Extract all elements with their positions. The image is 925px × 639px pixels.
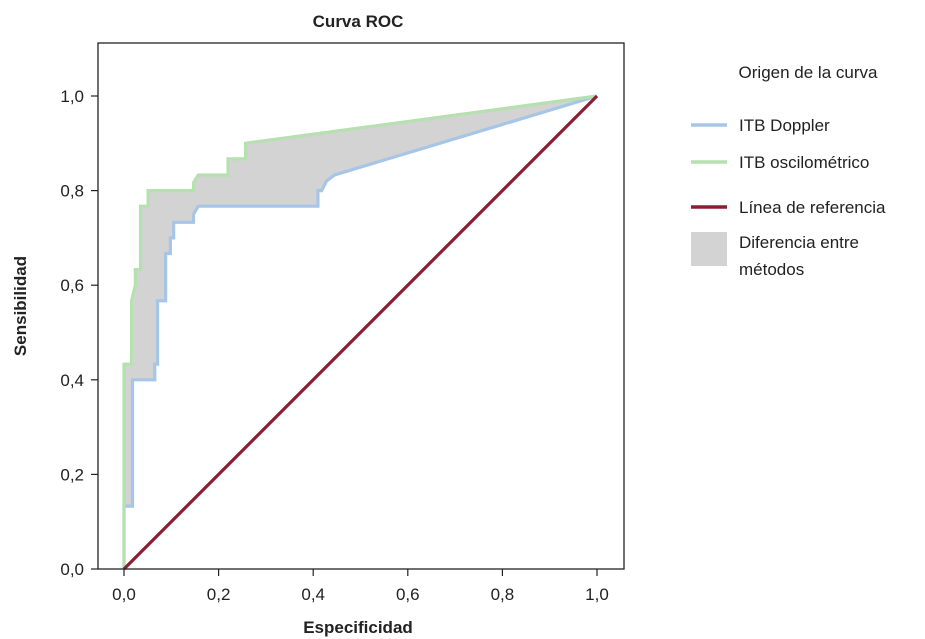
x-tick-label: 0,8	[491, 585, 515, 604]
x-tick-label: 0,4	[301, 585, 325, 604]
legend-item-label: Línea de referencia	[739, 198, 886, 217]
legend-item-label: Diferencia entre	[739, 233, 859, 252]
series-line-itb-doppler	[122, 94, 598, 569]
y-tick-label: 1,0	[60, 87, 84, 106]
x-tick-label: 0,6	[396, 585, 420, 604]
x-axis-title: Especificidad	[303, 618, 413, 637]
legend-item-label: ITB oscilométrico	[739, 153, 869, 172]
y-tick-label: 0,8	[60, 182, 84, 201]
axes: 0,0 0,2 0,4 0,6 0,8 1,0 0,0 0,2 0,4 0,6 0,8 1,0	[60, 87, 608, 604]
y-tick-label: 0,6	[60, 276, 84, 295]
y-tick-label: 0,4	[60, 371, 84, 390]
y-tick-label: 0,0	[60, 560, 84, 579]
legend: Origen de la curva ITB Doppler ITB oscilo…	[691, 63, 886, 279]
x-tick-label: 0,0	[112, 585, 136, 604]
y-tick-label: 0,2	[60, 465, 84, 484]
y-axis-title: Sensibilidad	[11, 256, 30, 356]
x-tick-label: 1,0	[585, 585, 609, 604]
plot-frame	[97, 42, 625, 570]
legend-title: Origen de la curva	[739, 63, 878, 82]
legend-item-label: ITB Doppler	[739, 116, 830, 135]
chart-title: Curva ROC	[313, 12, 404, 31]
legend-swatch	[691, 232, 727, 266]
x-tick-label: 0,2	[207, 585, 231, 604]
plot-area	[122, 94, 599, 571]
series-line-itb-oscilometrico	[122, 94, 598, 569]
series-line-linea-referencia	[122, 94, 599, 571]
legend-item-label: métodos	[739, 260, 804, 279]
